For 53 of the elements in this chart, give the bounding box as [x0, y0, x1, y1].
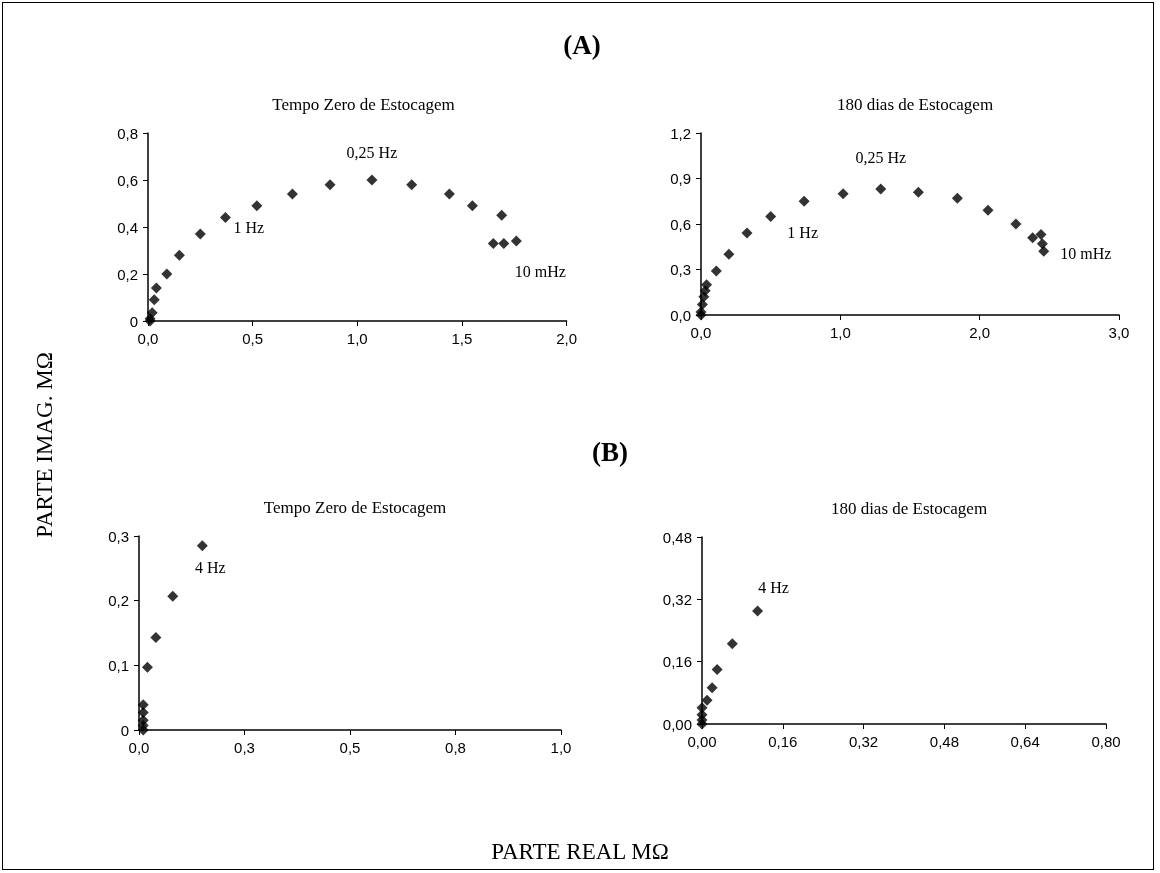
- x-tick-label: 1,0: [829, 324, 851, 341]
- y-tick-label: 0,1: [108, 656, 129, 674]
- x-tick-label: 2,0: [556, 330, 577, 347]
- x-tick-label: 0,8: [445, 739, 466, 756]
- x-tick-label: 0,5: [339, 739, 361, 756]
- y-tick-label: 0,6: [117, 171, 138, 189]
- y-tick-label: 0,16: [662, 653, 692, 671]
- y-tick-label: 1,2: [670, 124, 691, 142]
- text: (A): [563, 29, 601, 61]
- annotation: 4 Hz: [758, 578, 789, 596]
- x-tick-label: 2,0: [969, 324, 991, 341]
- x-tick-label: 0,48: [929, 733, 959, 750]
- y-tick-label: 0,2: [108, 592, 129, 610]
- chart-title: 180 dias de Estocagem: [836, 95, 994, 114]
- y-tick-label: 0,2: [117, 265, 138, 283]
- chart-title: Tempo Zero de Estocagem: [263, 498, 447, 517]
- x-axis-title: PARTE REAL MΩ: [491, 839, 669, 865]
- annotation: 0,25 Hz: [855, 148, 907, 166]
- x-tick-label: 0,5: [242, 330, 264, 347]
- y-tick-label: 0,9: [670, 170, 691, 187]
- y-tick-label: 0,0: [670, 306, 691, 324]
- x-tick-label: 0,32: [849, 733, 879, 750]
- x-tick-label: 1,0: [346, 330, 368, 347]
- chart-title: 180 dias de Estocagem: [830, 499, 988, 518]
- x-tick-label: 1,0: [550, 739, 572, 756]
- text: (B): [592, 436, 628, 468]
- x-tick-label: 0,3: [234, 739, 255, 756]
- x-tick-label: 0,80: [1091, 733, 1121, 750]
- x-tick-label: 3,0: [1108, 324, 1130, 341]
- y-tick-label: 0,3: [670, 261, 691, 278]
- y-tick-label: 0,6: [670, 215, 691, 233]
- y-tick-label: 0: [129, 312, 138, 330]
- annotation: 10 mHz: [514, 262, 566, 280]
- chart-title: Tempo Zero de Estocagem: [272, 95, 455, 114]
- x-tick-label: 1,5: [451, 330, 473, 347]
- y-tick-label: 0,4: [117, 218, 138, 236]
- y-tick-label: 0,32: [662, 590, 692, 608]
- y-axis-title: PARTE IMAG. MΩ: [32, 352, 58, 538]
- x-tick-label: 0,16: [768, 733, 798, 750]
- annotation: 1 Hz: [787, 223, 818, 241]
- annotation: 4 Hz: [194, 559, 226, 577]
- x-tick-label: 0,0: [137, 330, 159, 347]
- x-tick-label: 0,0: [690, 324, 712, 341]
- annotation: 1 Hz: [233, 219, 265, 237]
- y-tick-label: 0,3: [108, 527, 129, 545]
- x-tick-label: 0,64: [1010, 733, 1040, 750]
- y-tick-label: 0: [120, 721, 129, 739]
- x-tick-label: 0,00: [687, 733, 717, 750]
- annotation: 10 mHz: [1060, 244, 1112, 262]
- y-tick-label: 0,8: [117, 124, 138, 142]
- y-tick-label: 0,00: [662, 715, 692, 733]
- y-tick-label: 0,48: [662, 528, 692, 546]
- annotation: 0,25 Hz: [346, 143, 398, 161]
